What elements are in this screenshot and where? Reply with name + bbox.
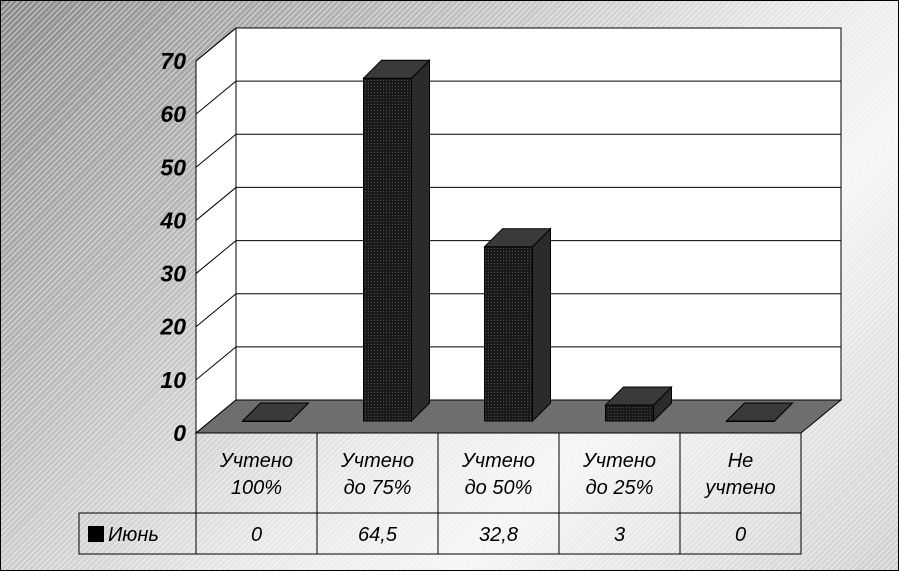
bar-front [363,77,412,422]
y-axis-ticks: 0 10 20 30 40 50 60 70 [159,48,186,446]
category-label: Учтено до 50% [461,450,535,499]
bar [241,402,310,422]
data-table: Учтено 100% Учтено до 75% Учтено до 50% Учтено… [78,432,802,555]
gridlines [195,27,841,381]
side-wall [195,26,237,435]
data-value-label: 0 [735,524,746,546]
bar-side [532,227,551,423]
category-label: Учтено 100% [219,450,293,499]
bar [483,227,552,423]
bar-top [241,402,310,422]
category-label: Учтено до 25% [582,450,656,499]
y-tick-label: 30 [160,261,186,287]
bar-top [604,386,673,406]
y-tick-label: 20 [159,314,186,340]
bar [725,402,794,422]
gridline [195,133,841,168]
bar [362,59,431,423]
gridline [195,346,841,381]
bars [241,59,794,423]
data-value-label: 0 [251,524,262,546]
y-tick-label: 50 [160,154,186,180]
gridline [195,27,841,62]
category-label: Не учтено [703,450,775,499]
bar [604,385,673,423]
data-value-label: 3 [614,524,625,546]
y-tick-label: 60 [160,101,186,127]
bar-front [605,404,654,422]
table-frame [195,432,802,555]
gridline [195,80,841,115]
legend-label: Июнь [108,524,159,546]
bar-front [484,246,533,422]
bar-top [725,402,794,422]
y-tick-label: 10 [160,367,186,393]
y-tick-label: 0 [173,420,186,446]
data-value-label: 64,5 [358,524,398,546]
y-tick-label: 70 [160,48,186,74]
gridline [195,293,841,328]
y-tick-label: 40 [159,207,186,233]
category-label: Учтено до 75% [340,450,414,499]
bar-top [483,228,552,248]
legend-swatch [88,526,104,542]
bar-top [362,59,431,79]
bar-side [411,59,430,423]
data-value-label: 32,8 [479,524,518,546]
gridline [195,186,841,221]
table-legend-cell [78,512,197,555]
gridline [195,240,841,274]
